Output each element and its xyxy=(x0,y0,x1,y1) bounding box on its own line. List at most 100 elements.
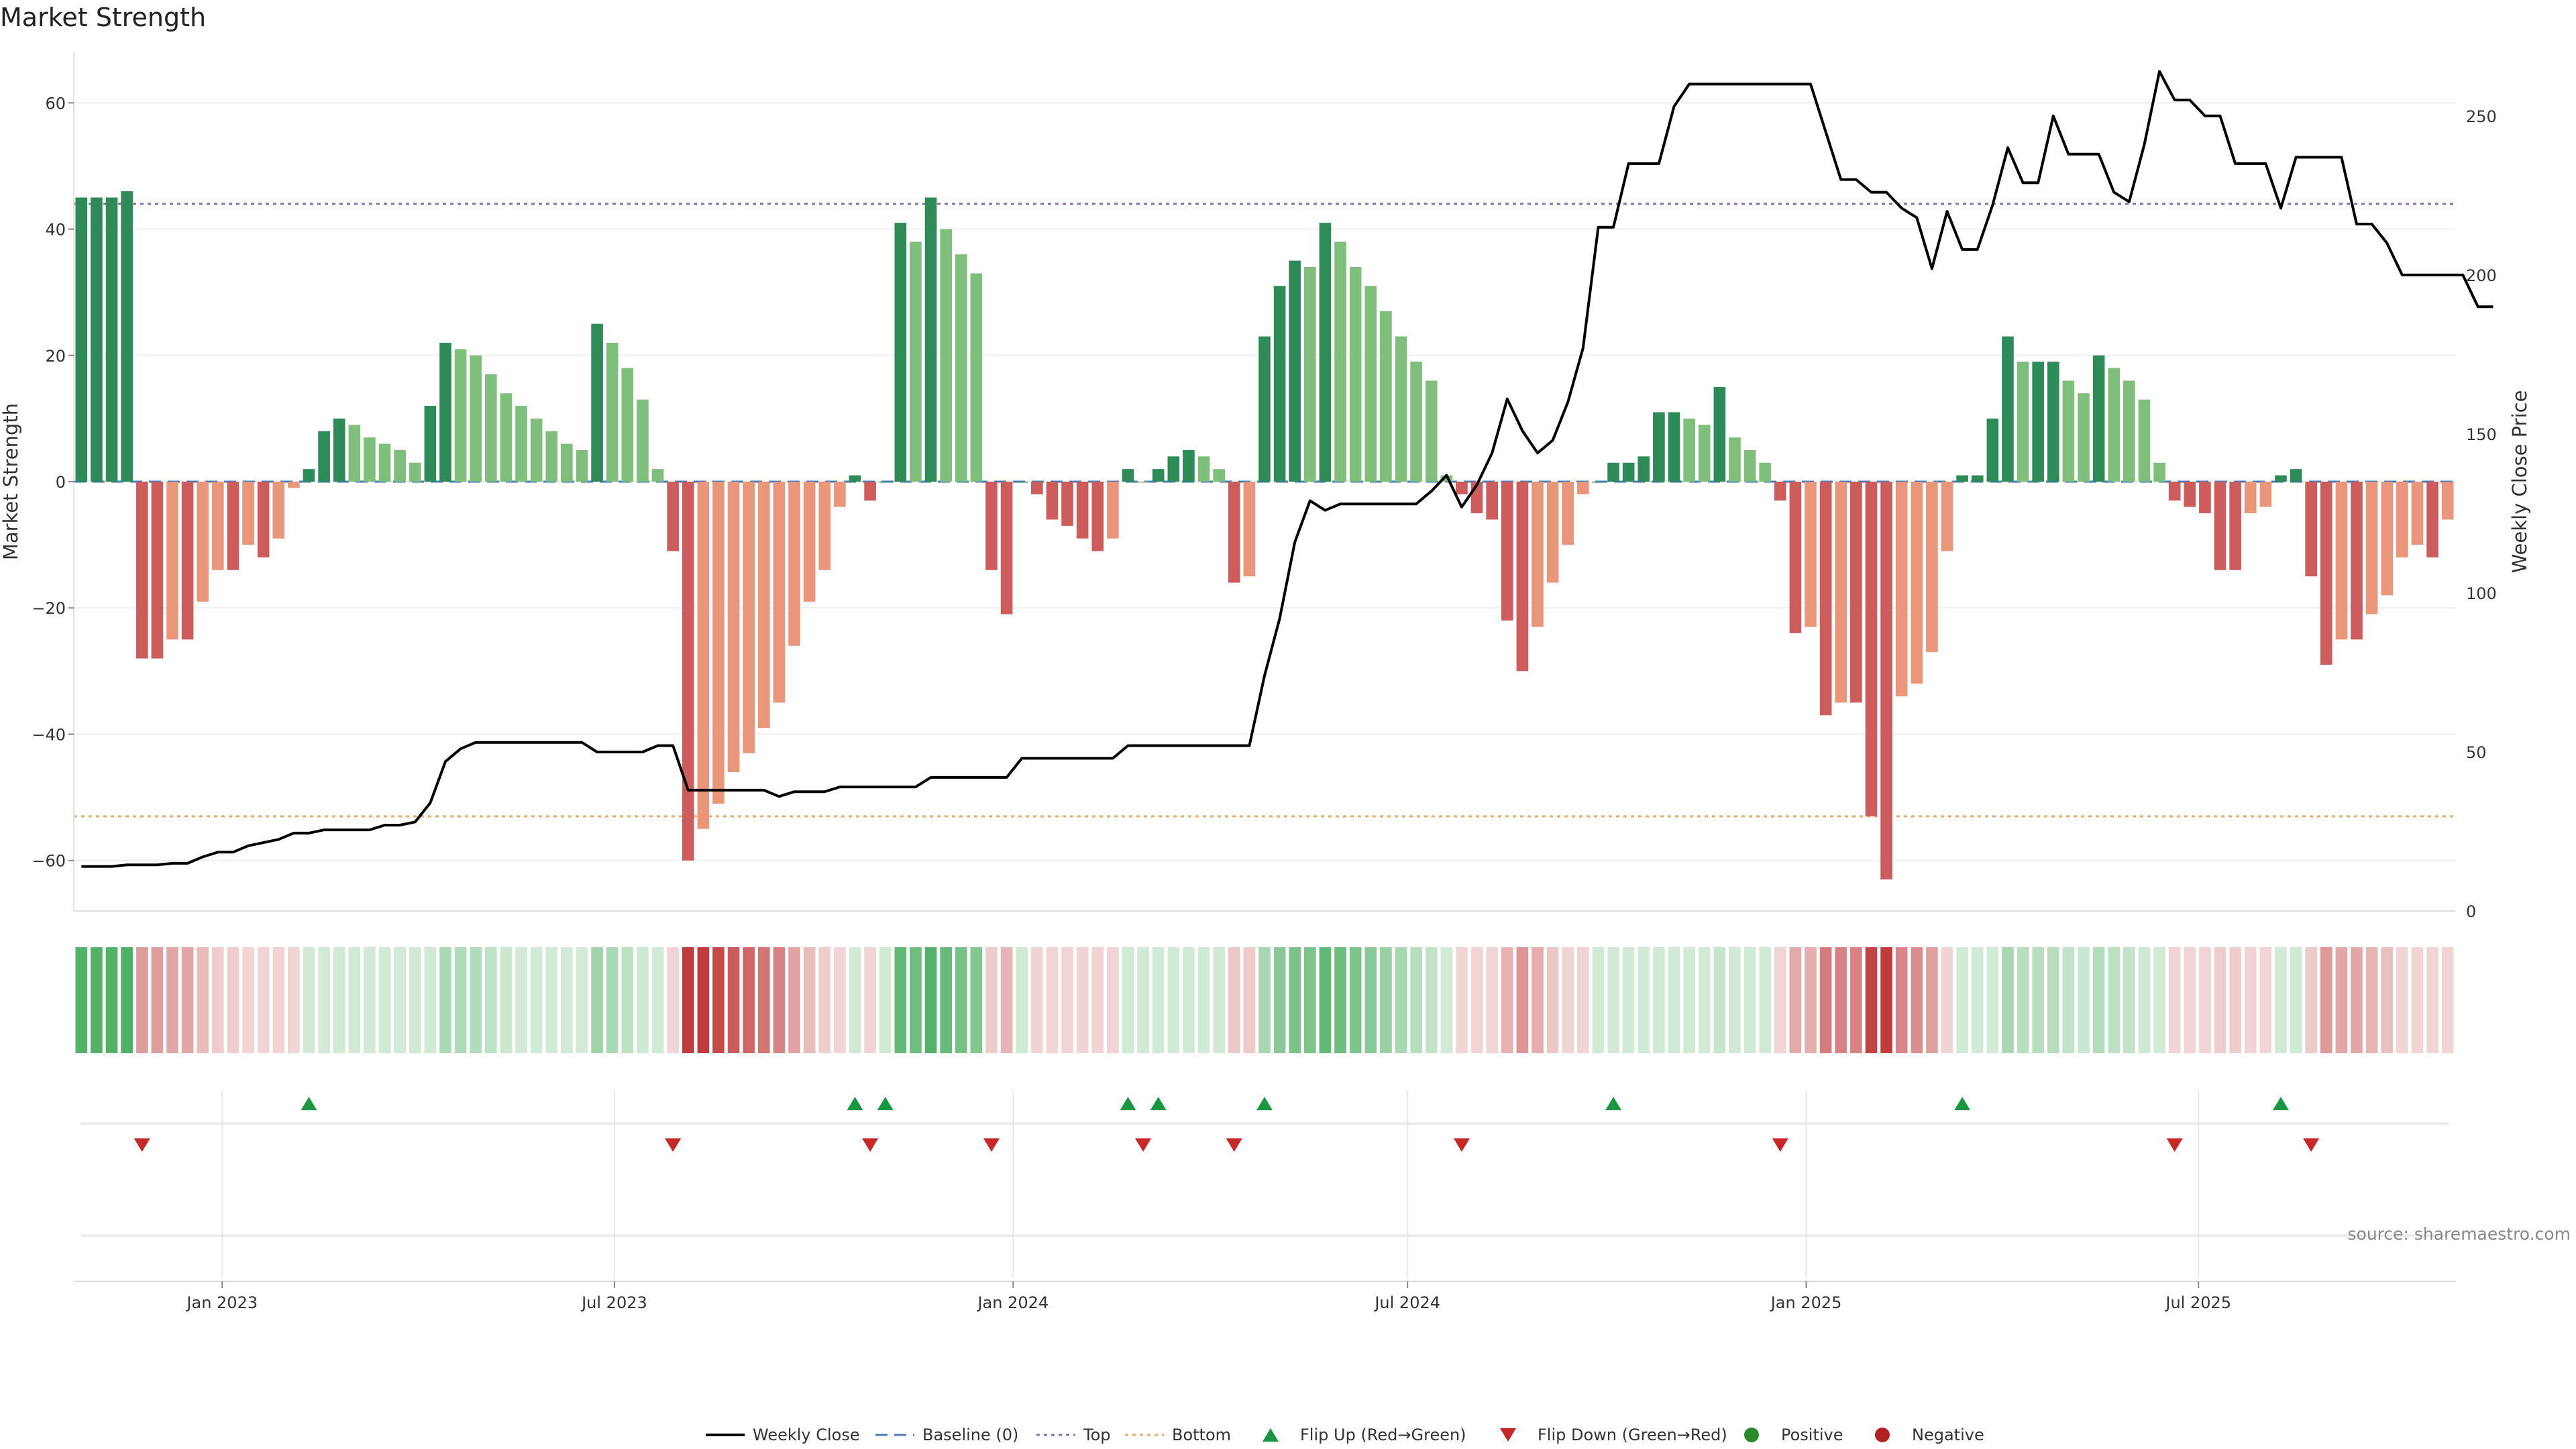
strength-bar xyxy=(1228,482,1240,583)
strength-bar xyxy=(1410,362,1422,482)
y-tick-label: −60 xyxy=(32,852,66,871)
heat-cell xyxy=(910,947,922,1053)
heat-cell xyxy=(1122,947,1134,1053)
heat-cell xyxy=(561,947,573,1053)
strength-bar xyxy=(1364,286,1377,482)
strength-bar xyxy=(2032,362,2045,482)
heat-cell xyxy=(470,947,482,1053)
triangle-down-icon xyxy=(1453,1138,1470,1152)
heat-cell xyxy=(1152,947,1165,1053)
chart-title: Market Strength xyxy=(0,3,207,32)
strength-bar xyxy=(727,482,740,772)
triangle-up-icon xyxy=(1605,1097,1622,1110)
heat-cell xyxy=(1213,947,1225,1053)
heat-cell xyxy=(1243,947,1256,1053)
heat-cell xyxy=(955,947,967,1053)
legend-item: Top xyxy=(1036,1426,1111,1444)
strength-bar xyxy=(2351,482,2363,640)
strength-bar xyxy=(2214,482,2226,570)
strength-bar xyxy=(2320,482,2332,665)
heat-cell xyxy=(454,947,467,1053)
strength-bar xyxy=(1546,482,1559,583)
strength-bar xyxy=(712,482,724,804)
legend-label: Top xyxy=(1083,1426,1111,1444)
strength-bar xyxy=(378,443,391,482)
y-tick-label: −40 xyxy=(32,725,66,744)
heat-cell xyxy=(1000,947,1013,1053)
strength-bar xyxy=(1941,482,1953,551)
heat-cell xyxy=(348,947,361,1053)
strength-bar xyxy=(1152,469,1165,482)
strength-bar xyxy=(2184,482,2196,507)
strength-bar xyxy=(545,431,558,482)
heat-cell xyxy=(181,947,194,1053)
heat-cell xyxy=(364,947,376,1053)
strength-bar xyxy=(803,482,816,602)
strength-bar xyxy=(1759,462,1771,482)
heat-cell xyxy=(1486,947,1498,1053)
strength-bar xyxy=(2092,355,2105,482)
strength-bar xyxy=(1167,456,1180,482)
strength-bar xyxy=(75,197,88,482)
heat-cell xyxy=(303,947,315,1053)
strength-bar xyxy=(849,475,861,482)
heat-cell xyxy=(1137,947,1149,1053)
strength-bar xyxy=(105,197,118,482)
heat-cell xyxy=(1926,947,1938,1053)
heat-cell xyxy=(2123,947,2135,1053)
heat-cell xyxy=(2108,947,2121,1053)
heat-cell xyxy=(2153,947,2165,1053)
strength-bar xyxy=(1865,482,1878,816)
heat-cell xyxy=(667,947,679,1053)
heat-cell xyxy=(1865,947,1878,1053)
strength-bar xyxy=(151,482,164,659)
strength-bar xyxy=(1395,336,1407,482)
heat-cell xyxy=(1289,947,1301,1053)
strength-bar xyxy=(1698,425,1711,482)
heat-cell xyxy=(697,947,710,1053)
strength-bar xyxy=(424,406,437,482)
triangle-up-icon xyxy=(1120,1097,1136,1110)
strength-bar xyxy=(500,393,513,482)
y-tick-label: 20 xyxy=(45,347,66,366)
strength-bar xyxy=(924,197,937,482)
heat-cell xyxy=(1334,947,1346,1053)
heat-cell xyxy=(500,947,513,1053)
strength-bar xyxy=(1819,482,1832,716)
strength-bar xyxy=(1213,469,1225,482)
triangle-up-icon xyxy=(2272,1097,2289,1110)
strength-bar xyxy=(1789,482,1802,633)
heat-cell xyxy=(1091,947,1104,1053)
triangle-down-icon xyxy=(862,1138,879,1152)
legend-label: Baseline (0) xyxy=(922,1426,1018,1444)
heat-cell xyxy=(484,947,497,1053)
strength-bar xyxy=(2108,368,2121,482)
strength-bar xyxy=(1197,456,1210,482)
legend-label: Bottom xyxy=(1172,1426,1231,1444)
strength-bar xyxy=(2229,482,2241,570)
strength-bar xyxy=(91,197,103,482)
legend-label: Flip Up (Red→Green) xyxy=(1300,1426,1466,1444)
legend-label: Negative xyxy=(1912,1426,1984,1444)
heat-cell xyxy=(818,947,831,1053)
triangle-up-icon xyxy=(1263,1428,1279,1442)
strength-bar xyxy=(2335,482,2348,640)
circle-red-icon xyxy=(1875,1428,1890,1442)
strength-bar xyxy=(1622,462,1635,482)
heat-cell xyxy=(1031,947,1043,1053)
heat-cell xyxy=(1107,947,1119,1053)
heat-cell xyxy=(227,947,239,1053)
strength-bar xyxy=(1501,482,1513,621)
heat-cell xyxy=(924,947,937,1053)
strength-bar xyxy=(576,449,588,482)
heat-cell xyxy=(1456,947,1468,1053)
heat-cell xyxy=(803,947,816,1053)
heat-cell xyxy=(257,947,270,1053)
heat-cell xyxy=(2078,947,2090,1053)
heat-cell xyxy=(1759,947,1771,1053)
strength-bar xyxy=(1516,482,1529,672)
strength-bar xyxy=(1289,260,1301,482)
heat-cell xyxy=(1183,947,1195,1053)
x-tick-label: Jul 2023 xyxy=(580,1293,647,1312)
strength-bar xyxy=(561,443,573,482)
